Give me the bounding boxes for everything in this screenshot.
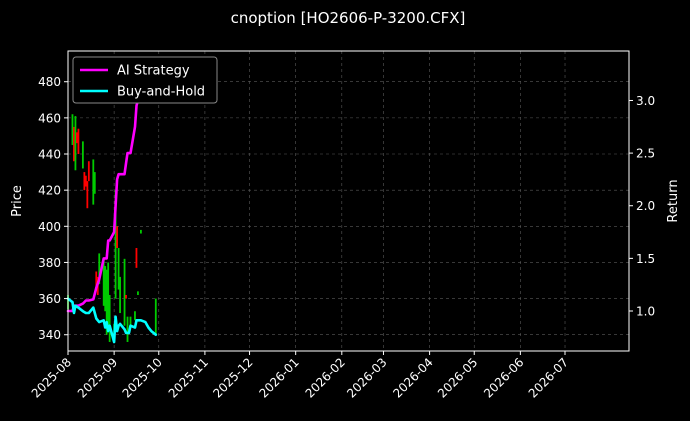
candle — [73, 126, 75, 162]
y-left-tick-label: 440 — [38, 148, 61, 162]
candle — [83, 172, 86, 191]
candle — [119, 276, 121, 314]
candle — [105, 269, 108, 335]
candle — [98, 253, 101, 285]
candle — [116, 226, 119, 248]
y-left-tick-label: 480 — [38, 75, 61, 89]
y-axis-left: 340 360 380 400 420 440 460 480 — [38, 75, 68, 342]
legend-label-buy-and-hold: Buy-and-Hold — [117, 85, 205, 100]
y-right-tick-label: 3.0 — [636, 94, 655, 108]
chart-title: cnoption [HO2606-P-3200.CFX] — [231, 9, 466, 27]
candle — [74, 116, 77, 171]
candle — [117, 247, 120, 290]
y-axis-label-left: Price — [10, 185, 25, 217]
y-left-tick-label: 400 — [38, 220, 61, 234]
y-right-tick-label: 2.0 — [636, 199, 655, 213]
candle — [93, 172, 96, 194]
candle — [129, 316, 132, 328]
candle — [107, 262, 110, 326]
candle — [123, 258, 126, 326]
candle — [154, 298, 157, 335]
candle — [87, 161, 90, 182]
y-left-tick-label: 360 — [38, 292, 61, 306]
candle — [114, 190, 117, 299]
legend-box — [72, 56, 218, 104]
candle — [84, 175, 87, 187]
legend: AI Strategy Buy-and-Hold — [72, 56, 218, 104]
candle — [126, 316, 129, 342]
candle — [92, 159, 95, 205]
series-line-buy-and-hold — [66, 297, 158, 344]
y-left-tick-label: 340 — [38, 328, 61, 342]
y-right-tick-label: 2.5 — [636, 147, 655, 161]
candle — [81, 141, 84, 169]
y-left-tick-label: 420 — [38, 184, 61, 198]
candle — [102, 258, 105, 306]
y-right-tick-label: 1.5 — [636, 252, 655, 266]
y-axis-right: 1.0 1.5 2.0 2.5 3.0 — [629, 94, 655, 319]
y-right-tick-label: 1.0 — [636, 305, 655, 319]
legend-label-ai-strategy: AI Strategy — [117, 64, 190, 79]
candle — [71, 114, 74, 145]
candle — [125, 294, 127, 299]
candle — [108, 294, 111, 342]
candle — [137, 291, 139, 295]
candle — [104, 266, 107, 312]
plot-frame — [67, 50, 630, 352]
candle — [134, 311, 136, 321]
candle — [77, 128, 80, 155]
candle — [135, 247, 138, 268]
candle — [86, 181, 89, 209]
y-axis-label-right: Return — [666, 179, 681, 222]
y-left-tick-label: 460 — [38, 111, 61, 125]
candle — [76, 132, 78, 144]
candle — [140, 229, 142, 234]
y-left-tick-label: 380 — [38, 256, 61, 270]
candle — [95, 271, 98, 290]
